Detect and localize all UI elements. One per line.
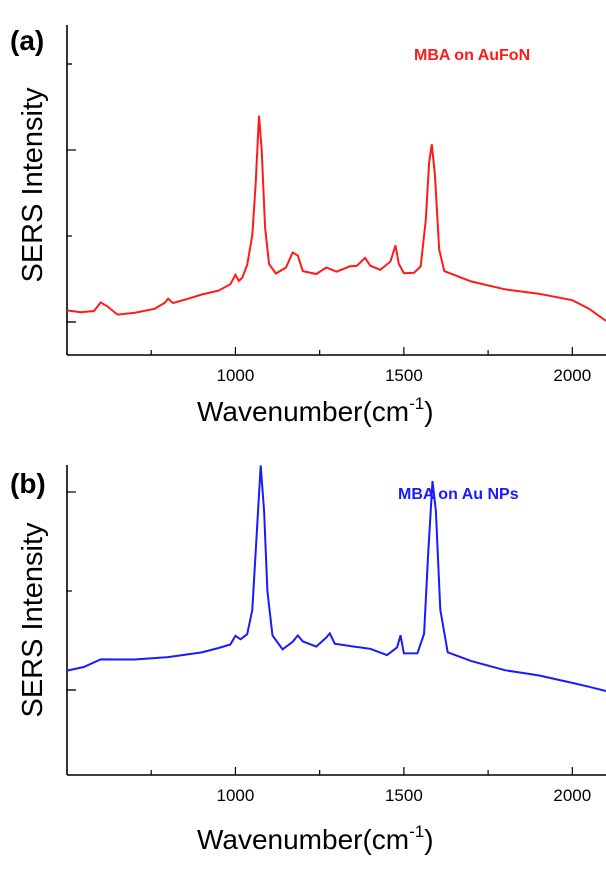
panel-b-axes [66,465,606,776]
panel-a-axes [66,25,606,356]
panel-a-series-line [66,115,606,322]
panel-a: (a) MBA on AuFoN SERS Intensity 1000 1500… [10,25,606,427]
panel-a-tag: (a) [10,25,44,56]
x-tick-label: 2000 [553,366,591,385]
panel-a-y-ticks [67,63,76,323]
panel-b: (b) MBA on Au NPs SERS Intensity 1000 150… [10,465,606,855]
panel-b-annotation: MBA on Au NPs [398,486,519,503]
x-tick-label: 1000 [217,786,255,805]
panel-b-xlabel: Wavenumber(cm-1) [197,822,434,855]
panel-b-y-ticks [67,491,76,691]
panel-b-x-ticks: 1000 1500 2000 [150,767,591,805]
panel-a-annotation: MBA on AuFoN [414,47,530,64]
x-tick-label: 1500 [385,786,423,805]
x-tick-label: 1000 [217,366,255,385]
x-tick-label: 1500 [385,366,423,385]
panel-a-ylabel: SERS Intensity [17,87,49,283]
panel-b-tag: (b) [10,468,46,499]
panel-a-x-ticks: 1000 1500 2000 [150,347,591,385]
panel-a-xlabel: Wavenumber(cm-1) [197,394,434,427]
x-tick-label: 2000 [553,786,591,805]
panel-b-ylabel: SERS Intensity [17,522,49,718]
panel-b-series-line [66,465,606,692]
